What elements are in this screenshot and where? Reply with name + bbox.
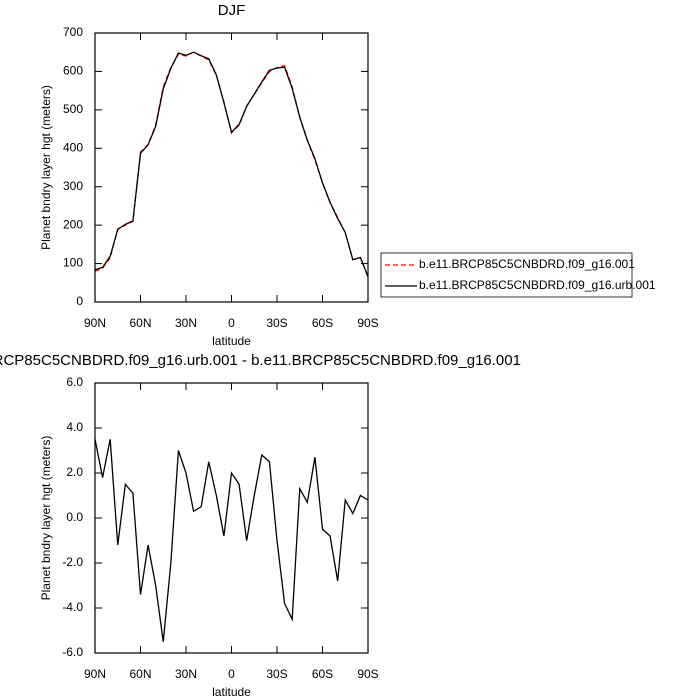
- data-line: [94, 439, 369, 642]
- chart-title: DJF: [218, 2, 246, 19]
- data-line: [94, 51, 369, 278]
- x-tick-label: 90S: [357, 667, 378, 681]
- data-line: [94, 51, 369, 277]
- x-tick-label: 30S: [266, 667, 287, 681]
- y-tick-label: -4.0: [62, 600, 83, 614]
- y-tick-label: 500: [63, 102, 83, 116]
- x-tick-label: 30S: [266, 316, 287, 330]
- x-tick-label: 90N: [84, 667, 106, 681]
- x-tick-label: 0: [228, 316, 235, 330]
- y-tick-label: 600: [63, 64, 83, 78]
- y-tick-label: 700: [63, 25, 83, 39]
- legend-box: [380, 252, 633, 298]
- y-axis-label: Planet bndry layer hgt (meters): [39, 85, 53, 250]
- y-tick-label: 0: [76, 294, 83, 308]
- y-tick-label: 2.0: [66, 465, 83, 479]
- x-tick-label: 60N: [129, 667, 151, 681]
- y-axis-label: Planet bndry layer hgt (meters): [39, 436, 53, 601]
- chart-title: b.e11.BRCP85C5CNBDRD.f09_g16.urb.001 - b…: [0, 352, 521, 369]
- y-tick-label: -6.0: [62, 645, 83, 659]
- x-tick-label: 30N: [175, 316, 197, 330]
- x-tick-label: 0: [228, 667, 235, 681]
- y-tick-label: 200: [63, 217, 83, 231]
- x-tick-label: 60N: [129, 316, 151, 330]
- x-tick-label: 60S: [312, 667, 333, 681]
- plot-frame: [94, 382, 369, 654]
- y-tick-label: 4.0: [66, 420, 83, 434]
- x-tick-label: 90N: [84, 316, 106, 330]
- y-tick-label: 6.0: [66, 375, 83, 389]
- legend-label: b.e11.BRCP85C5CNBDRD.f09_g16.001: [419, 257, 635, 271]
- y-tick-label: 0.0: [66, 510, 83, 524]
- x-tick-label: 60S: [312, 316, 333, 330]
- x-tick-label: 30N: [175, 667, 197, 681]
- y-tick-label: 300: [63, 179, 83, 193]
- plot-frame: [94, 32, 369, 303]
- x-tick-label: 90S: [357, 316, 378, 330]
- x-axis-label: latitude: [212, 334, 251, 348]
- y-tick-label: 400: [63, 140, 83, 154]
- x-axis-label: latitude: [212, 685, 251, 699]
- y-tick-label: -2.0: [62, 555, 83, 569]
- y-tick-label: 100: [63, 256, 83, 270]
- legend-label: b.e11.BRCP85C5CNBDRD.f09_g16.urb.001: [419, 278, 656, 292]
